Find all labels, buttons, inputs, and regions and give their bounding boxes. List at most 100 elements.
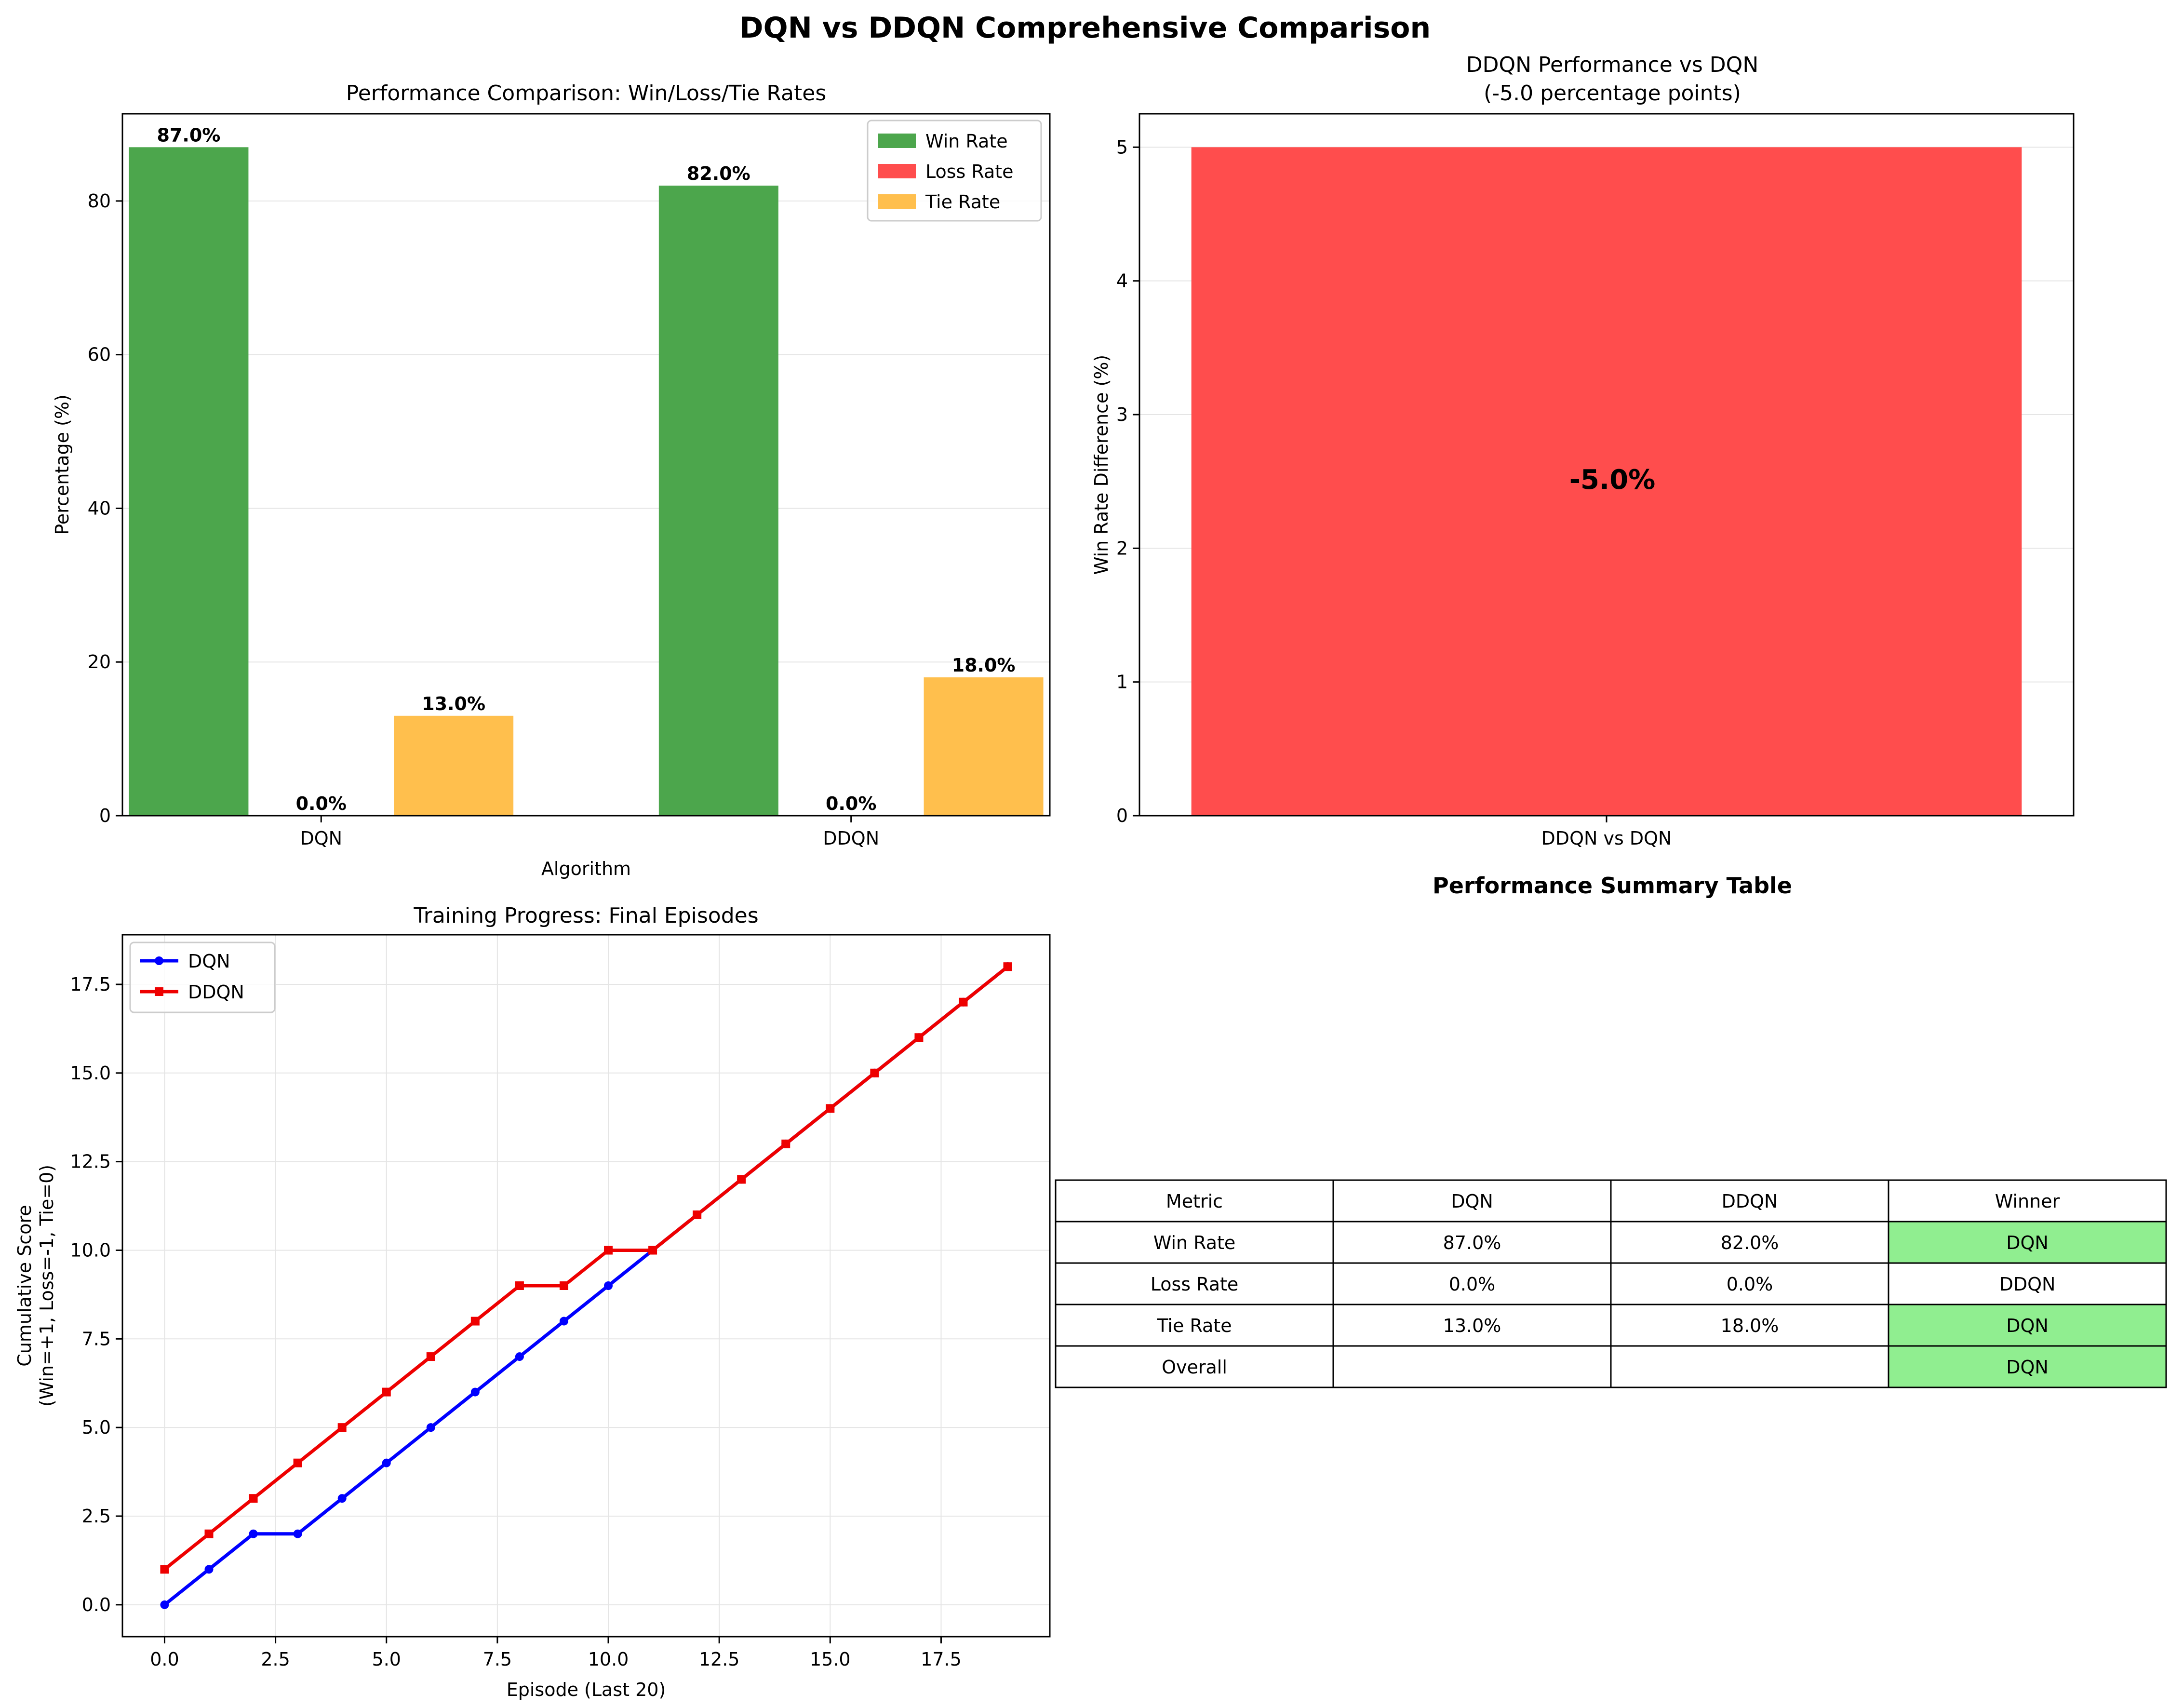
point-dqn bbox=[337, 1494, 347, 1503]
table-header-winner: Winner bbox=[1995, 1191, 2060, 1212]
x-tick-label: 5.0 bbox=[372, 1649, 401, 1670]
difference-chart-x-ticks: DDQN vs DQN bbox=[1541, 816, 1672, 849]
point-ddqn bbox=[826, 1104, 835, 1113]
bar-dqn-tie-rate bbox=[394, 715, 514, 816]
line-chart-legend: DQN DDQN bbox=[129, 941, 276, 1013]
difference-annotation: -5.0% bbox=[1569, 464, 1656, 496]
x-tick-label: 12.5 bbox=[699, 1649, 740, 1670]
table-header-ddqn: DDQN bbox=[1722, 1191, 1778, 1212]
table-cell-text: 18.0% bbox=[1721, 1315, 1779, 1336]
legend-marker-dqn bbox=[155, 956, 163, 965]
bar-chart-y-ticks: 0 20 40 60 80 bbox=[88, 190, 122, 826]
line-chart-series bbox=[160, 962, 1012, 1609]
y-tick-label: 0 bbox=[1116, 805, 1128, 826]
line-chart-frame bbox=[121, 934, 1051, 1638]
point-ddqn bbox=[959, 997, 968, 1007]
table-cell-text: Overall bbox=[1162, 1357, 1227, 1378]
summary-table-title: Performance Summary Table bbox=[1433, 873, 1792, 899]
table-cell-text: 13.0% bbox=[1443, 1315, 1501, 1336]
table-cell-text: 0.0% bbox=[1449, 1274, 1496, 1295]
line-chart-title: Training Progress: Final Episodes bbox=[413, 903, 758, 928]
table-header-dqn: DQN bbox=[1451, 1191, 1493, 1212]
point-ddqn bbox=[470, 1317, 480, 1326]
table-cell bbox=[1610, 1304, 1889, 1347]
point-dqn bbox=[426, 1423, 435, 1432]
legend-swatch-tie-rate bbox=[878, 194, 916, 209]
table-cell bbox=[1610, 1221, 1889, 1264]
table-cell bbox=[1055, 1221, 1334, 1264]
difference-chart-y-axis-label: Win Rate Difference (%) bbox=[1091, 355, 1112, 575]
data-label-ddqn-loss-rate: 0.0% bbox=[826, 793, 876, 814]
summary-table-cells: Metric DQN DDQN Winner Win Rate 87.0% 82.0% DQN… bbox=[1055, 1179, 2167, 1388]
point-ddqn bbox=[1003, 962, 1012, 971]
bar-chart-x-ticks: DQN DDQN bbox=[300, 816, 879, 849]
legend-label-dqn: DQN bbox=[188, 951, 230, 972]
table-cell-text: DQN bbox=[2006, 1357, 2049, 1378]
table-cell bbox=[1332, 1345, 1612, 1388]
point-dqn bbox=[249, 1529, 258, 1538]
point-ddqn bbox=[559, 1281, 568, 1290]
point-dqn bbox=[160, 1600, 169, 1609]
line-chart-y-ticks: 0.0 2.5 5.0 7.5 10.0 12.5 15.0 17.5 bbox=[70, 974, 122, 1615]
bar-ddqn-win-rate bbox=[658, 186, 778, 816]
point-ddqn bbox=[515, 1281, 524, 1290]
performance-summary-table: Performance Summary Table Metric DQN DDQN W… bbox=[1055, 873, 2167, 1388]
bar-ddqn-tie-rate bbox=[924, 677, 1044, 816]
y-tick-label: 20 bbox=[88, 651, 111, 672]
table-header-cell bbox=[1888, 1179, 2167, 1223]
table-cell-text: Tie Rate bbox=[1156, 1315, 1232, 1336]
table-cell bbox=[1055, 1345, 1334, 1388]
y-tick-label: 5 bbox=[1116, 136, 1128, 158]
y-tick-label: 3 bbox=[1116, 404, 1128, 425]
y-tick-label: 4 bbox=[1116, 270, 1128, 292]
point-ddqn bbox=[693, 1210, 702, 1219]
point-ddqn bbox=[337, 1423, 347, 1432]
line-chart-y-axis-label: Cumulative Score bbox=[14, 1205, 35, 1366]
x-tick-label: DDQN bbox=[823, 828, 879, 849]
table-header-metric: Metric bbox=[1166, 1191, 1223, 1212]
figure-title: DQN vs DDQN Comprehensive Comparison bbox=[739, 11, 1431, 45]
point-ddqn bbox=[382, 1387, 391, 1397]
table-cell bbox=[1332, 1262, 1612, 1305]
point-dqn bbox=[204, 1565, 214, 1574]
line-chart-y-axis-label-line2: (Win=+1, Loss=-1, Tie=0) bbox=[36, 1165, 57, 1407]
data-label-dqn-loss-rate: 0.0% bbox=[296, 793, 347, 814]
point-ddqn bbox=[293, 1458, 302, 1467]
y-tick-label: 12.5 bbox=[70, 1151, 111, 1172]
point-ddqn bbox=[737, 1175, 746, 1184]
bar-chart-data-labels: 87.0% 0.0% 13.0% 82.0% 0.0% 18.0% bbox=[157, 124, 1016, 814]
y-tick-label: 60 bbox=[88, 344, 111, 365]
y-tick-label: 80 bbox=[88, 190, 111, 212]
point-dqn bbox=[515, 1352, 524, 1361]
series-line-ddqn bbox=[163, 965, 1009, 1571]
point-ddqn bbox=[648, 1246, 657, 1255]
y-tick-label: 15.0 bbox=[70, 1062, 111, 1084]
line-chart-x-axis-label: Episode (Last 20) bbox=[507, 1679, 666, 1700]
difference-chart-bars bbox=[1191, 147, 2022, 816]
difference-chart-title: DDQN Performance vs DQN bbox=[1466, 53, 1758, 77]
y-tick-label: 1 bbox=[1116, 672, 1128, 693]
y-tick-label: 2.5 bbox=[82, 1506, 111, 1527]
legend-swatch-win-rate bbox=[878, 134, 916, 148]
point-ddqn bbox=[781, 1139, 790, 1148]
bar-chart-x-axis-label: Algorithm bbox=[541, 858, 631, 879]
point-dqn bbox=[293, 1529, 302, 1538]
bar-ddqn-vs-dqn bbox=[1191, 147, 2022, 816]
point-dqn bbox=[470, 1387, 480, 1397]
legend-label-loss-rate: Loss Rate bbox=[925, 161, 1014, 182]
point-ddqn bbox=[426, 1352, 435, 1361]
point-ddqn bbox=[160, 1565, 169, 1574]
legend-label-win-rate: Win Rate bbox=[925, 131, 1008, 152]
win-rate-difference-chart: DDQN Performance vs DQN (-5.0 percentage… bbox=[1091, 53, 2075, 849]
table-cell bbox=[1610, 1345, 1889, 1388]
y-tick-label: 10.0 bbox=[70, 1239, 111, 1261]
x-tick-label: 7.5 bbox=[483, 1649, 512, 1670]
legend-swatch-loss-rate bbox=[878, 164, 916, 178]
data-label-dqn-win-rate: 87.0% bbox=[157, 124, 221, 146]
table-cell-text: 0.0% bbox=[1727, 1274, 1773, 1295]
y-tick-label: 17.5 bbox=[70, 974, 111, 995]
point-dqn bbox=[559, 1317, 568, 1326]
table-header-cell bbox=[1610, 1179, 1889, 1223]
y-tick-label: 40 bbox=[88, 498, 111, 519]
